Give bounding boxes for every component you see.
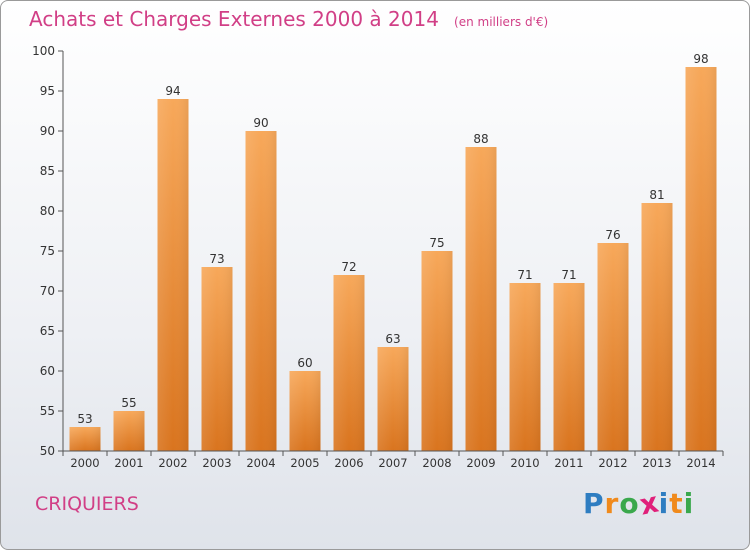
bar-value-label: 71 — [561, 268, 576, 282]
bar-value-label: 53 — [77, 412, 92, 426]
bar-value-label: 88 — [473, 132, 488, 146]
bar-value-label: 98 — [693, 52, 708, 66]
bar-value-label: 60 — [297, 356, 312, 370]
bar-shine — [597, 243, 629, 451]
x-tick-label: 2002 — [158, 456, 187, 470]
x-tick-label: 2008 — [422, 456, 451, 470]
y-tick-label: 75 — [40, 244, 55, 258]
bar-shine — [509, 283, 541, 451]
y-tick-label: 80 — [40, 204, 55, 218]
brand-logo: Proxiti — [583, 485, 695, 521]
bar-value-label: 90 — [253, 116, 268, 130]
bar-shine — [245, 131, 277, 451]
y-tick-label: 60 — [40, 364, 55, 378]
bar-shine — [641, 203, 673, 451]
brand-letter: i — [683, 487, 695, 520]
brand-letter: i — [658, 487, 670, 520]
y-tick-label: 55 — [40, 404, 55, 418]
y-tick-label: 95 — [40, 84, 55, 98]
axis-layer: 50 55 60 65 70 75 80 85 90 95 100 2000 2001 2002 2003 2… — [32, 44, 724, 470]
bar-shine — [201, 267, 233, 451]
brand-letter: r — [604, 487, 620, 520]
bar-shine — [113, 411, 145, 451]
bar-shine — [157, 99, 189, 451]
bar-shine — [421, 251, 453, 451]
y-tick-label: 70 — [40, 284, 55, 298]
bar-shine — [289, 371, 321, 451]
bar-value-label: 72 — [341, 260, 356, 274]
bars-layer: 53 55 94 73 90 60 72 63 75 88 71 71 76 81 98 — [69, 52, 717, 451]
title-row: Achats et Charges Externes 2000 à 2014 (… — [29, 7, 548, 31]
x-tick-label: 2004 — [246, 456, 275, 470]
x-tick-label: 2013 — [642, 456, 671, 470]
bar-value-label: 71 — [517, 268, 532, 282]
y-tick-label: 65 — [40, 324, 55, 338]
x-tick-label: 2014 — [686, 456, 715, 470]
chart-subtitle: (en milliers d'€) — [454, 15, 549, 29]
x-tick-label: 2010 — [510, 456, 539, 470]
brand-letter: t — [669, 487, 684, 520]
bar-value-label: 73 — [209, 252, 224, 266]
brand-letter: o — [619, 487, 640, 520]
y-tick-label: 85 — [40, 164, 55, 178]
bar-shine — [69, 427, 101, 451]
bar-value-label: 63 — [385, 332, 400, 346]
y-tick-label: 90 — [40, 124, 55, 138]
bar-shine — [333, 275, 365, 451]
bar-value-label: 55 — [121, 396, 136, 410]
bar-shine — [377, 347, 409, 451]
bar-shine — [685, 67, 717, 451]
x-tick-label: 2011 — [554, 456, 583, 470]
bar-shine — [465, 147, 497, 451]
y-tick-label: 50 — [40, 444, 55, 458]
x-tick-label: 2001 — [114, 456, 143, 470]
x-tick-label: 2012 — [598, 456, 627, 470]
bar-value-label: 75 — [429, 236, 444, 250]
bar-value-label: 81 — [649, 188, 664, 202]
bar-value-label: 76 — [605, 228, 620, 242]
x-tick-label: 2009 — [466, 456, 495, 470]
bar-value-label: 94 — [165, 84, 180, 98]
brand-letter: P — [583, 487, 605, 520]
bar-shine — [553, 283, 585, 451]
x-tick-label: 2003 — [202, 456, 231, 470]
x-tick-label: 2006 — [334, 456, 363, 470]
x-tick-label: 2005 — [290, 456, 319, 470]
town-name: CRIQUIERS — [35, 493, 139, 515]
x-tick-label: 2007 — [378, 456, 407, 470]
chart-title: Achats et Charges Externes 2000 à 2014 — [29, 7, 439, 31]
y-tick-label: 100 — [32, 44, 55, 58]
x-tick-label: 2000 — [70, 456, 99, 470]
